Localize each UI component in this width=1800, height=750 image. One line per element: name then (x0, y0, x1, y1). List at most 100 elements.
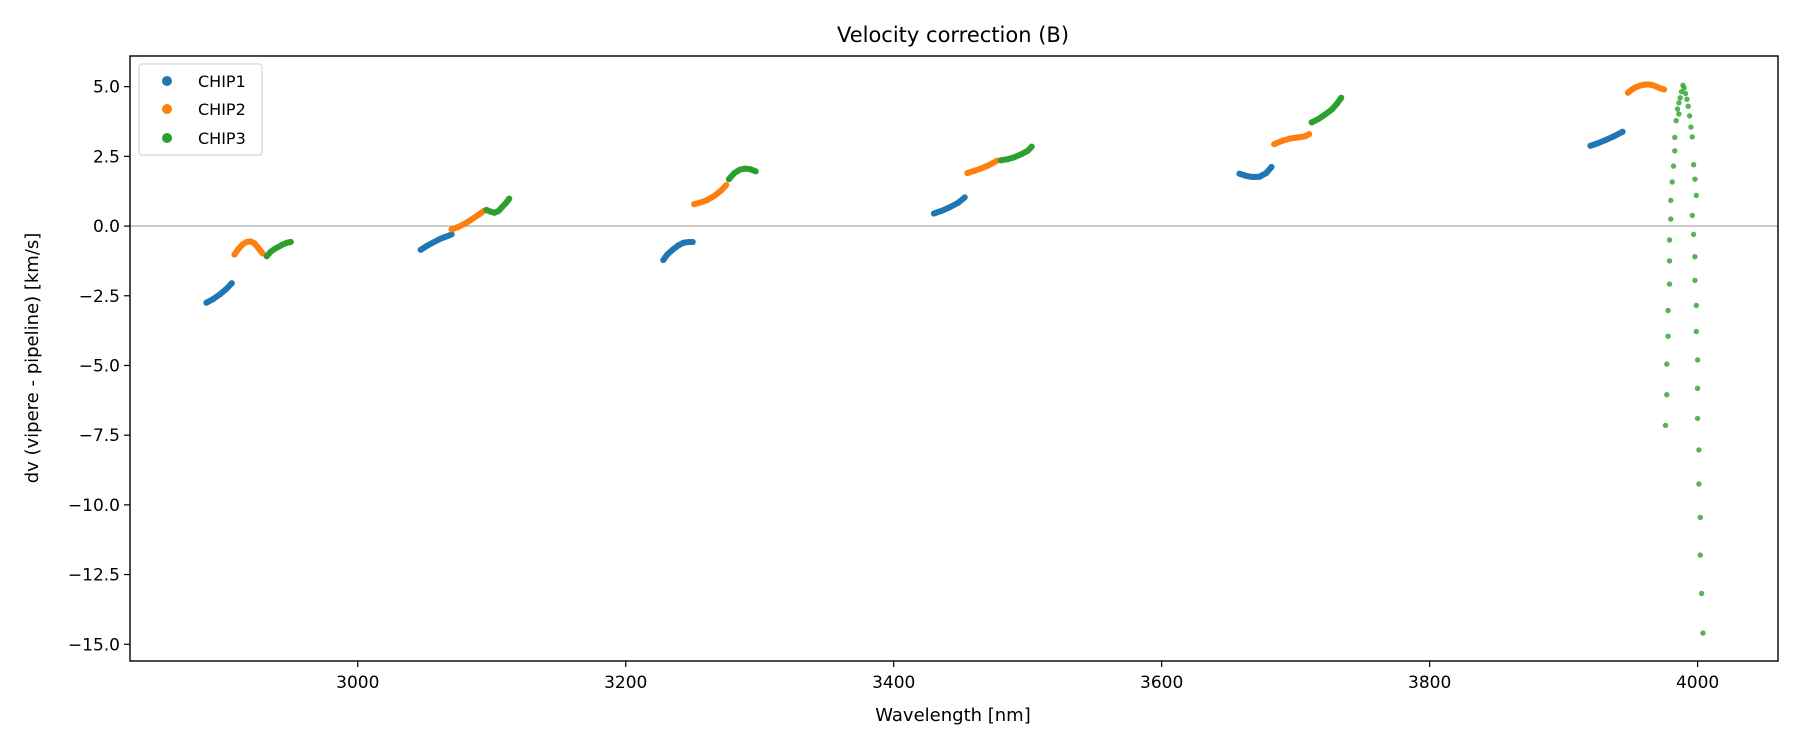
data-point-chip1 (961, 194, 968, 201)
data-layer (203, 81, 1706, 636)
data-point-chip2 (971, 167, 978, 174)
data-point-chip3-sparse (1690, 162, 1697, 168)
data-point-chip3-sparse (1693, 192, 1700, 199)
data-point-chip3 (736, 166, 743, 173)
data-point-chip3-sparse (1670, 163, 1677, 169)
data-point-chip2 (1295, 134, 1302, 141)
data-point-chip3 (1011, 154, 1018, 161)
data-point-chip2 (964, 170, 971, 177)
y-tick-label: −12.5 (68, 566, 120, 586)
data-point-chip1 (437, 235, 444, 242)
x-tick-label: 4000 (1676, 673, 1719, 693)
legend-label-chip1: CHIP1 (198, 72, 246, 91)
data-point-chip3-sparse (1666, 281, 1673, 287)
data-point-chip2 (1279, 137, 1286, 144)
chart-title: Velocity correction (B) (837, 23, 1069, 47)
data-point-chip3-sparse (1694, 385, 1701, 391)
data-point-chip1 (216, 291, 223, 298)
data-point-chip2 (1287, 135, 1294, 142)
data-point-chip3-sparse (1694, 357, 1701, 363)
y-tick-label: −15.0 (68, 635, 120, 655)
data-point-chip1 (680, 239, 687, 246)
y-tick-label: −5.0 (79, 356, 120, 376)
data-point-chip1 (675, 242, 681, 249)
y-tick-label: −10.0 (68, 496, 120, 516)
data-point-chip2 (455, 223, 462, 230)
data-point-chip3 (1334, 100, 1341, 107)
data-point-chip3-sparse (1697, 514, 1704, 521)
data-point-chip3-sparse (1689, 212, 1696, 219)
data-point-chip2 (1661, 86, 1668, 93)
data-point-chip3-sparse (1685, 103, 1691, 109)
plot-frame (129, 55, 1779, 662)
data-point-chip1 (210, 296, 217, 303)
y-tick-label: 2.5 (93, 147, 120, 167)
data-point-chip3 (1328, 106, 1335, 113)
data-point-chip3 (287, 239, 294, 245)
data-point-chip1 (947, 204, 953, 211)
axis-layer: 3000 3200 3400 3600 3800 4000 5.0 2.5 0.0 −2.5 −5.… (68, 78, 1719, 693)
data-point-chip2 (468, 216, 475, 223)
legend-marker-chip1 (162, 76, 172, 86)
y-axis-label: dv (vipere - pipeline) [km/s] (22, 233, 43, 484)
legend-frame (138, 63, 263, 156)
data-point-chip1 (1256, 173, 1263, 180)
data-point-chip3-sparse (1684, 96, 1690, 102)
data-point-chip3-sparse (1693, 328, 1700, 335)
data-point-chip2 (1306, 131, 1313, 138)
data-point-chip3-sparse (1688, 124, 1694, 130)
data-point-chip3 (747, 166, 754, 173)
data-point-chip3 (506, 195, 513, 202)
data-point-chip3 (1018, 151, 1024, 158)
data-point-chip3-sparse (1664, 392, 1670, 398)
data-point-chip3-sparse (1672, 134, 1678, 141)
data-point-chip3-sparse (1676, 100, 1682, 106)
data-point-chip3 (731, 170, 738, 177)
y-tick-label: −7.5 (79, 426, 120, 446)
x-tick-label: 3800 (1408, 673, 1451, 693)
data-point-chip3-sparse (1692, 277, 1698, 284)
data-point-chip2 (697, 199, 704, 206)
data-point-chip3 (742, 165, 748, 172)
data-point-chip3 (1338, 94, 1345, 101)
data-point-chip3-sparse (1672, 148, 1678, 154)
data-point-chip3 (1028, 143, 1035, 150)
data-point-chip3-sparse (1673, 118, 1679, 124)
data-point-chip3-sparse (1678, 89, 1685, 95)
data-point-chip1 (1603, 136, 1610, 143)
data-point-chip1 (1587, 142, 1594, 149)
data-point-chip1 (955, 199, 961, 206)
data-point-chip2 (231, 251, 238, 258)
data-point-chip2 (255, 245, 262, 252)
y-tick-label: 0.0 (93, 217, 120, 237)
data-point-chip1 (223, 285, 230, 292)
x-tick-label: 3400 (872, 673, 915, 693)
data-point-chip3-sparse (1689, 134, 1696, 140)
data-point-chip3 (1322, 111, 1329, 118)
data-point-chip3-sparse (1676, 111, 1682, 117)
data-point-chip3-sparse (1664, 361, 1670, 367)
data-point-chip1 (1243, 172, 1250, 179)
data-point-chip3-sparse (1696, 447, 1702, 453)
data-point-chip3-sparse (1665, 307, 1671, 314)
data-point-chip3 (263, 253, 270, 260)
data-point-chip2 (977, 165, 984, 172)
data-point-chip2 (704, 196, 711, 203)
data-point-chip2 (1271, 141, 1278, 148)
data-point-chip1 (664, 251, 671, 258)
data-point-chip2 (984, 162, 991, 169)
x-tick-label: 3000 (336, 673, 379, 693)
data-point-chip1 (424, 242, 431, 249)
data-point-chip3-sparse (1696, 481, 1702, 487)
data-point-chip2 (711, 193, 718, 199)
data-point-chip1 (1268, 164, 1275, 170)
legend-label-chip2: CHIP2 (198, 100, 246, 119)
data-point-chip3-sparse (1677, 95, 1683, 101)
data-point-chip3-sparse (1697, 552, 1704, 558)
legend-marker-chip3 (162, 133, 172, 143)
data-point-chip1 (1236, 170, 1243, 177)
data-point-chip1 (1595, 140, 1602, 146)
data-point-chip3-sparse (1700, 630, 1706, 636)
